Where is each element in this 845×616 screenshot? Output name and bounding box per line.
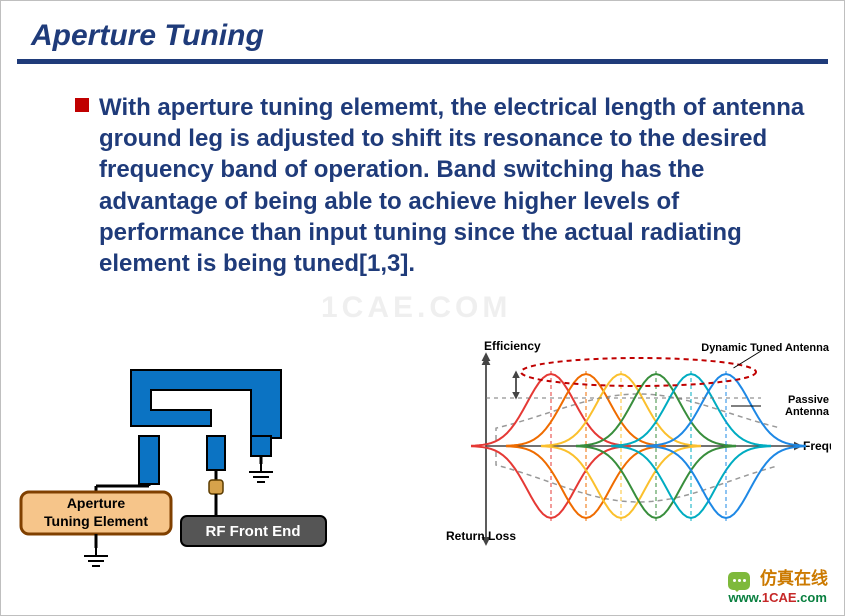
- credit-zh: 仿真在线: [760, 569, 828, 588]
- wechat-icon: [728, 572, 750, 590]
- svg-text:Antenna: Antenna: [785, 406, 830, 418]
- svg-text:Frequency: Frequency: [803, 439, 831, 453]
- svg-text:Efficiency: Efficiency: [484, 339, 541, 353]
- slide-title: Aperture Tuning: [1, 1, 844, 59]
- credit-url-com: .com: [797, 590, 827, 605]
- diagrams-region: RF Front End Aperture Tuning Element Effic…: [1, 331, 844, 615]
- watermark: 1CAE.COM: [321, 291, 511, 325]
- svg-text:Aperture: Aperture: [67, 495, 126, 511]
- bullet-square: [75, 98, 89, 112]
- body-text: With aperture tuning elememt, the electr…: [61, 92, 814, 279]
- body-region: With aperture tuning elememt, the electr…: [1, 64, 844, 279]
- svg-text:Tuning Element: Tuning Element: [44, 513, 148, 529]
- credit-block: 仿真在线 www.1CAE.com: [728, 564, 828, 605]
- svg-text:Dynamic Tuned Antenna: Dynamic Tuned Antenna: [701, 342, 830, 354]
- tuning-chart: Efficiency Return Loss Frequency Dynamic Tu…: [431, 331, 831, 581]
- svg-text:Passive: Passive: [788, 394, 829, 406]
- credit-url-cae: 1CAE: [762, 590, 797, 605]
- svg-text:Return Loss: Return Loss: [446, 529, 516, 543]
- svg-text:RF Front End: RF Front End: [206, 523, 301, 540]
- circuit-diagram: RF Front End Aperture Tuning Element: [11, 346, 341, 586]
